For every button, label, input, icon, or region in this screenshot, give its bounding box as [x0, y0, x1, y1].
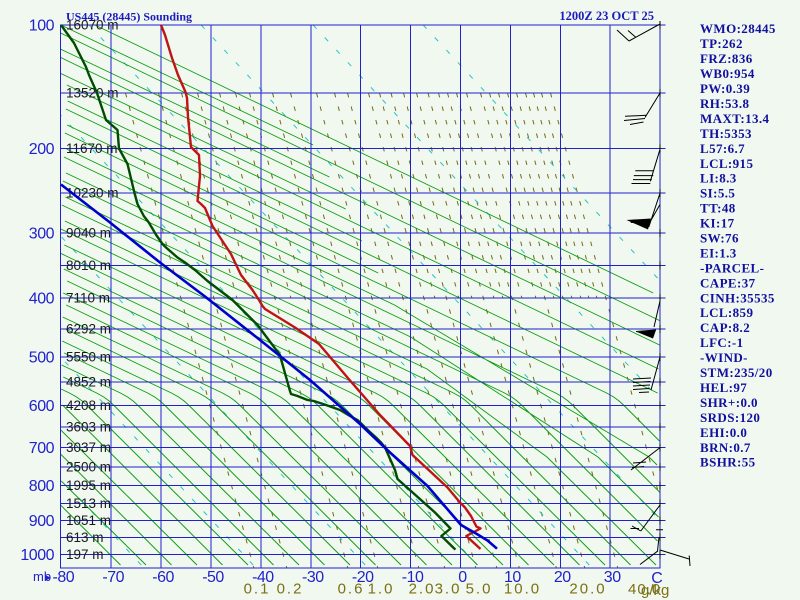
svg-text:WMO:28445: WMO:28445 — [700, 21, 776, 36]
svg-text:0: 0 — [458, 569, 467, 586]
svg-text:1200Z 23 OCT 25: 1200Z 23 OCT 25 — [559, 9, 654, 23]
svg-text:1000: 1000 — [20, 547, 54, 564]
svg-text:-50: -50 — [202, 569, 224, 586]
svg-text:4852 m: 4852 m — [66, 375, 111, 390]
svg-text:-30: -30 — [302, 569, 324, 586]
svg-text:400: 400 — [29, 291, 55, 308]
svg-text:CAP:8.2: CAP:8.2 — [700, 320, 750, 335]
svg-text:-20: -20 — [352, 569, 374, 586]
svg-text:8010 m: 8010 m — [66, 258, 111, 273]
svg-text:g/kg: g/kg — [641, 582, 669, 599]
svg-text:MAXT:13.4: MAXT:13.4 — [700, 111, 770, 126]
svg-text:1513 m: 1513 m — [66, 496, 111, 511]
svg-text:1.0: 1.0 — [368, 581, 395, 598]
svg-text:40.0: 40.0 — [628, 581, 661, 598]
svg-text:SW:76: SW:76 — [700, 231, 739, 246]
svg-text:WB0:954: WB0:954 — [700, 66, 755, 81]
svg-text:10: 10 — [504, 569, 521, 586]
svg-text:1995 m: 1995 m — [66, 478, 111, 493]
svg-text:L57:6.7: L57:6.7 — [700, 141, 745, 156]
svg-text:EI:1.3: EI:1.3 — [700, 245, 737, 260]
svg-text:LFC:-1: LFC:-1 — [700, 335, 744, 350]
svg-text:16070 m: 16070 m — [66, 18, 119, 33]
svg-text:RH:53.8: RH:53.8 — [700, 96, 749, 111]
svg-text:300: 300 — [29, 226, 55, 243]
svg-text:LCL:915: LCL:915 — [700, 156, 753, 171]
svg-text:▸: ▸ — [45, 570, 51, 584]
svg-text:197 m: 197 m — [66, 547, 104, 562]
svg-text:800: 800 — [29, 478, 55, 495]
svg-text:3037 m: 3037 m — [66, 440, 111, 455]
svg-text:SI:5.5: SI:5.5 — [700, 186, 735, 201]
svg-text:100: 100 — [29, 18, 55, 35]
svg-text:EHI:0.0: EHI:0.0 — [700, 425, 747, 440]
svg-text:mb: mb — [33, 569, 51, 584]
svg-text:HEL:97: HEL:97 — [700, 380, 747, 395]
svg-text:TH:5353: TH:5353 — [700, 126, 752, 141]
svg-text:600: 600 — [29, 398, 55, 415]
svg-text:TT:48: TT:48 — [700, 201, 736, 216]
svg-text:BRN:0.7: BRN:0.7 — [700, 440, 751, 455]
svg-text:-40: -40 — [252, 569, 274, 586]
svg-text:US445 (28445) Sounding: US445 (28445) Sounding — [66, 10, 192, 24]
svg-text:PW:0.39: PW:0.39 — [700, 81, 750, 96]
svg-text:30: 30 — [604, 569, 621, 586]
svg-text:613 m: 613 m — [66, 530, 104, 545]
svg-text:LI:8.3: LI:8.3 — [700, 171, 737, 186]
svg-text:-80: -80 — [52, 569, 74, 586]
svg-text:500: 500 — [29, 350, 55, 367]
svg-text:1051 m: 1051 m — [66, 513, 111, 528]
svg-text:SRDS:120: SRDS:120 — [700, 410, 760, 425]
svg-text:STM:235/20: STM:235/20 — [700, 365, 773, 380]
svg-text:700: 700 — [29, 440, 55, 457]
svg-text:13520 m: 13520 m — [66, 86, 119, 101]
svg-text:KI:17: KI:17 — [700, 216, 735, 231]
svg-text:10230 m: 10230 m — [66, 186, 119, 201]
svg-text:TP:262: TP:262 — [700, 36, 743, 51]
svg-text:LCL:859: LCL:859 — [700, 305, 753, 320]
svg-text:CINH:35535: CINH:35535 — [700, 290, 775, 305]
svg-text:FRZ:836: FRZ:836 — [700, 51, 753, 66]
svg-text:3603 m: 3603 m — [66, 420, 111, 435]
svg-text:11670 m: 11670 m — [66, 141, 118, 156]
svg-text:0.2: 0.2 — [277, 581, 304, 598]
svg-text:9040 m: 9040 m — [66, 226, 111, 241]
svg-text:-60: -60 — [152, 569, 174, 586]
svg-text:-PARCEL-: -PARCEL- — [700, 260, 764, 275]
svg-text:4208 m: 4208 m — [66, 398, 111, 413]
svg-text:7110 m: 7110 m — [66, 291, 110, 306]
svg-text:200: 200 — [29, 141, 55, 158]
svg-text:20: 20 — [554, 569, 571, 586]
svg-text:0.1: 0.1 — [244, 581, 271, 598]
svg-text:C: C — [651, 570, 663, 587]
svg-text:2500 m: 2500 m — [66, 460, 111, 475]
svg-text:-WIND-: -WIND- — [700, 350, 748, 365]
svg-text:2.0: 2.0 — [409, 581, 436, 598]
svg-text:-70: -70 — [102, 569, 124, 586]
svg-text:6292 m: 6292 m — [66, 322, 111, 337]
svg-text:5.0: 5.0 — [466, 581, 493, 598]
svg-text:SHR+:0.0: SHR+:0.0 — [700, 395, 758, 410]
svg-text:CAPE:37: CAPE:37 — [700, 275, 756, 290]
svg-text:-10: -10 — [402, 569, 424, 586]
svg-text:BSHR:55: BSHR:55 — [700, 455, 756, 470]
svg-text:20.0: 20.0 — [569, 581, 606, 598]
svg-text:900: 900 — [29, 513, 55, 530]
svg-text:5550 m: 5550 m — [66, 350, 111, 365]
svg-text:3.0: 3.0 — [435, 581, 462, 598]
svg-text:0.6: 0.6 — [338, 581, 365, 598]
svg-text:10.0: 10.0 — [504, 581, 541, 598]
